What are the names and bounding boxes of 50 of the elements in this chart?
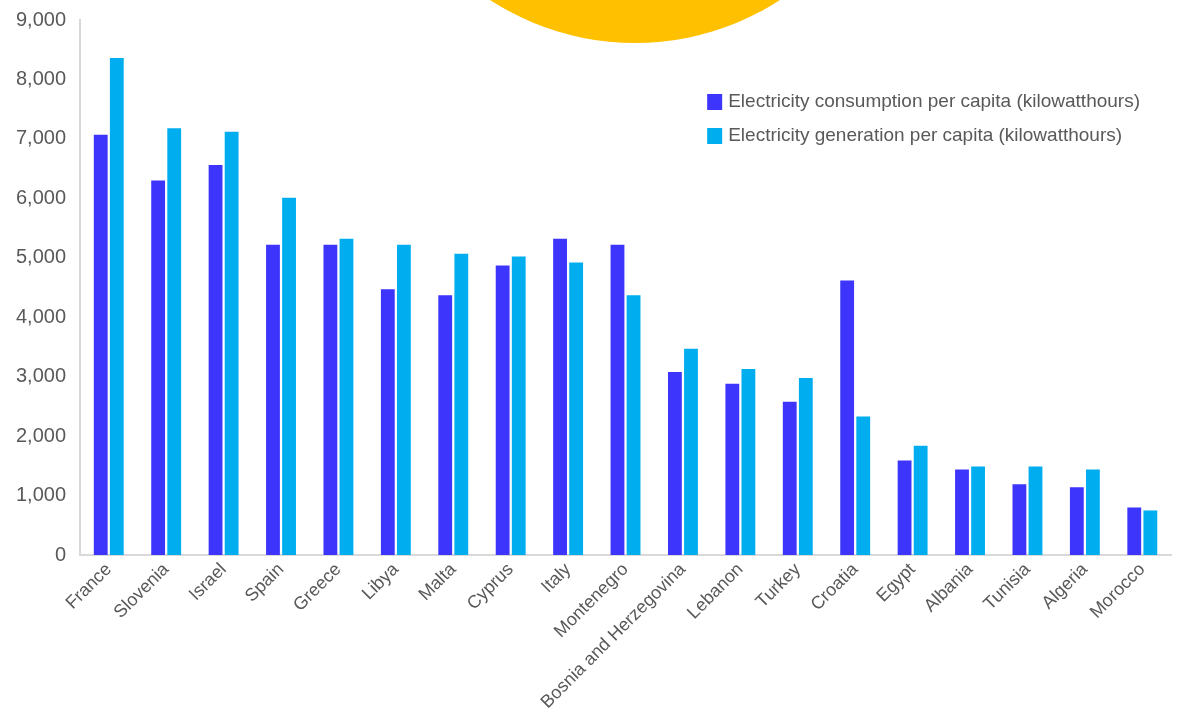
y-tick-label: 3,000 xyxy=(15,364,67,387)
bar xyxy=(569,262,584,556)
bar xyxy=(266,244,280,556)
bar xyxy=(1086,469,1100,556)
bar xyxy=(971,466,985,556)
bar xyxy=(1127,507,1142,556)
bar xyxy=(610,244,625,556)
bar xyxy=(454,253,469,556)
bar xyxy=(396,244,411,556)
bar xyxy=(725,383,740,556)
legend-label: Electricity generation per capita (kilowatthours) xyxy=(728,124,1123,146)
y-tick-label: 8,000 xyxy=(15,66,67,89)
bar xyxy=(323,244,338,556)
legend-label: Electricity consumption per capita (kilowatthours) xyxy=(728,90,1141,112)
bar xyxy=(553,238,567,556)
bar xyxy=(913,445,928,556)
bar xyxy=(511,256,526,556)
y-tick-label: 1,000 xyxy=(15,483,67,506)
bar xyxy=(1012,484,1027,556)
bar xyxy=(1143,510,1158,556)
bar xyxy=(224,131,239,556)
bar xyxy=(684,348,698,556)
bar xyxy=(282,197,296,556)
bar xyxy=(151,180,166,556)
y-tick-label: 0 xyxy=(54,542,67,565)
bar xyxy=(1028,466,1043,556)
bar xyxy=(167,128,182,556)
bar xyxy=(798,377,813,556)
bar xyxy=(495,265,510,556)
bar xyxy=(626,295,641,556)
y-tick-label: 5,000 xyxy=(15,245,67,268)
bar xyxy=(1069,487,1084,556)
bar xyxy=(741,368,756,556)
bar xyxy=(955,469,969,556)
bar xyxy=(840,280,855,556)
bar xyxy=(438,295,453,556)
y-tick-label: 2,000 xyxy=(15,423,67,446)
bar xyxy=(856,416,871,556)
bar xyxy=(208,165,223,556)
bar xyxy=(380,289,395,556)
bar xyxy=(782,401,797,556)
y-tick-label: 4,000 xyxy=(15,304,67,327)
bar xyxy=(339,238,354,556)
bar xyxy=(93,134,108,556)
y-tick-label: 6,000 xyxy=(15,185,67,208)
y-tick-label: 9,000 xyxy=(15,7,67,30)
bar xyxy=(667,371,682,556)
bar xyxy=(897,460,912,556)
bar xyxy=(109,58,124,556)
y-tick-label: 7,000 xyxy=(15,126,67,149)
